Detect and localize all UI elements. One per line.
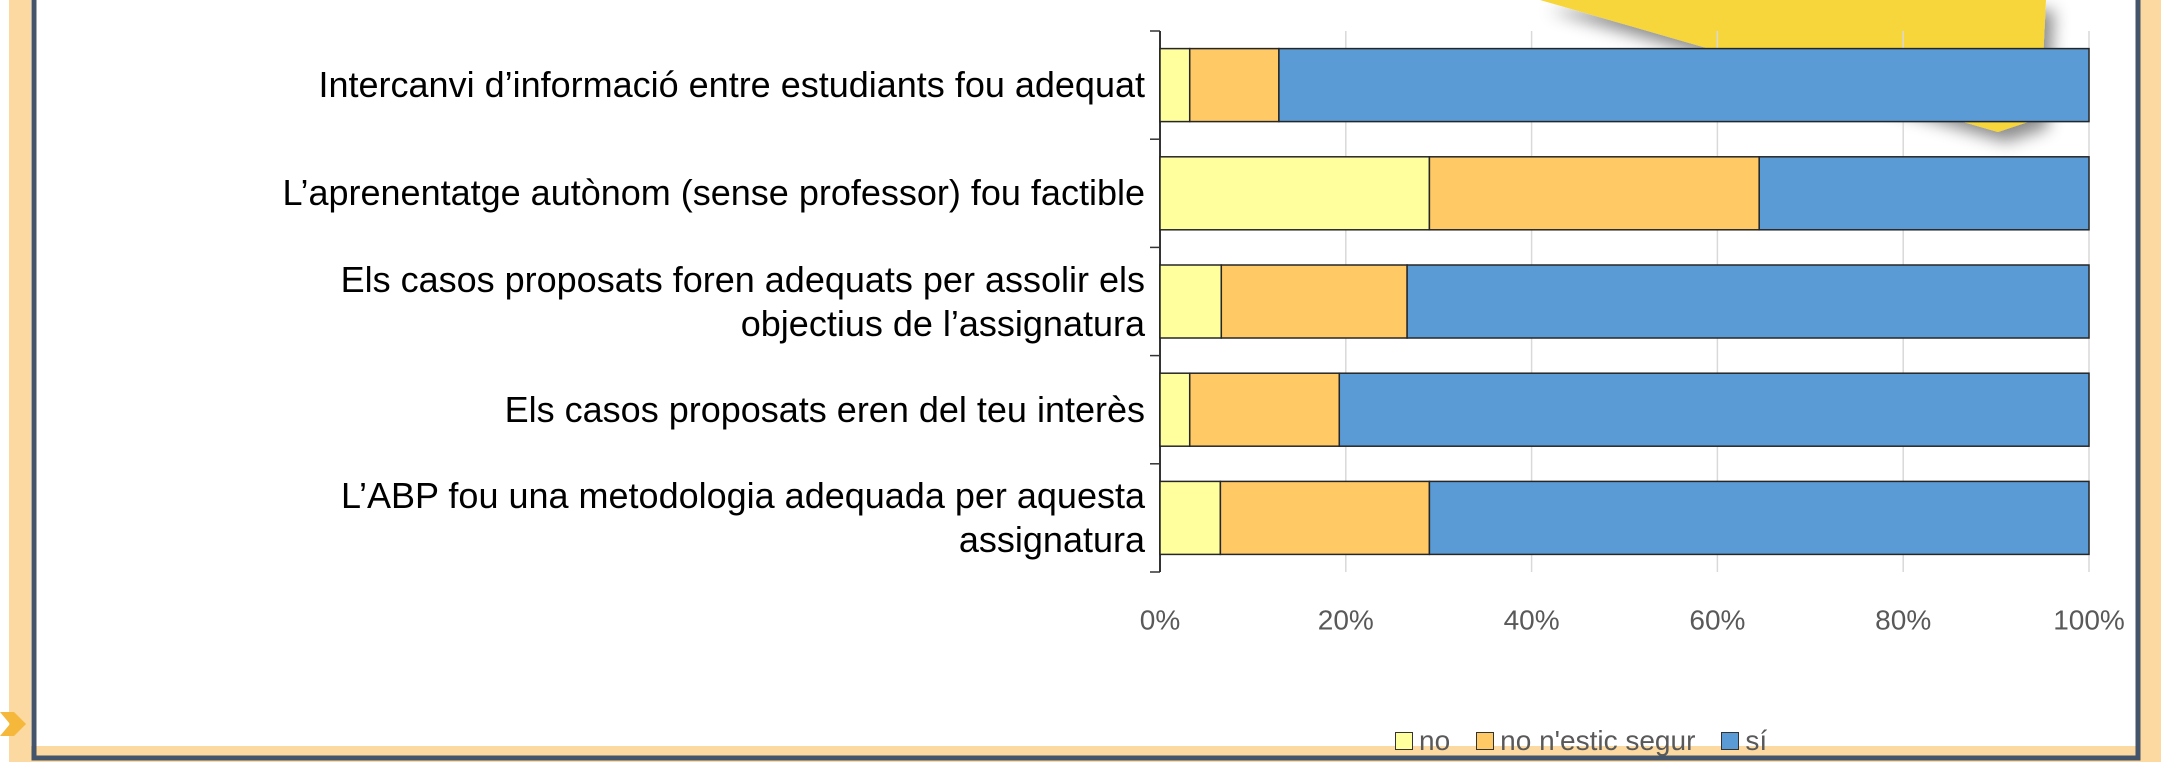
legend-item: no n'estic segur xyxy=(1476,725,1695,757)
legend-label: sí xyxy=(1745,725,1768,756)
bar-segment xyxy=(1159,264,1223,339)
legend-label: no xyxy=(1419,725,1451,756)
bar-segment xyxy=(1220,264,1408,339)
category-label: Els casos proposats eren del teu interès xyxy=(504,388,1145,430)
bar-segment xyxy=(1159,47,1191,123)
bar-segment xyxy=(1758,156,2090,231)
bar-segment xyxy=(1278,47,2090,123)
x-tick-label: 0% xyxy=(1140,604,1180,635)
category-label: L’aprenentatge autònom (sense professor)… xyxy=(282,172,1145,214)
bar-segment xyxy=(1428,156,1760,231)
bar-segment xyxy=(1159,156,1431,231)
plot-area: 0% 20% 40% 60% 80% 100% xyxy=(1140,30,2125,635)
legend-label: no n'estic segur xyxy=(1500,725,1696,756)
bar-segment xyxy=(1406,264,2090,339)
category-label: Intercanvi d’informació entre estudiants… xyxy=(318,64,1145,106)
bar-segment xyxy=(1219,480,1431,556)
x-tick-label: 20% xyxy=(1318,604,1374,635)
frame-border xyxy=(31,0,2141,761)
legend-item: no xyxy=(1395,725,1450,757)
legend-swatch xyxy=(1395,732,1413,750)
bar-segment xyxy=(1159,372,1191,447)
x-tick-label: 40% xyxy=(1504,604,1560,635)
x-tick-label: 80% xyxy=(1875,604,1931,635)
bar-segment xyxy=(1338,372,2090,447)
x-tick-label: 100% xyxy=(2053,604,2125,635)
bar-segment xyxy=(1428,480,2090,556)
category-label: L’ABP fou una metodologia adequada per a… xyxy=(341,474,1145,560)
bar-segment xyxy=(1188,372,1341,447)
arrow xyxy=(0,712,26,736)
category-label: Els casos proposats foren adequats per a… xyxy=(340,258,1145,344)
legend: no no n'estic segur sí xyxy=(1395,725,1767,757)
bar-segment xyxy=(1188,47,1280,123)
legend-item: sí xyxy=(1721,725,1767,757)
legend-swatch xyxy=(1476,732,1495,750)
x-tick-label: 60% xyxy=(1689,604,1745,635)
bar-segment xyxy=(1159,480,1222,556)
legend-swatch xyxy=(1721,732,1740,750)
